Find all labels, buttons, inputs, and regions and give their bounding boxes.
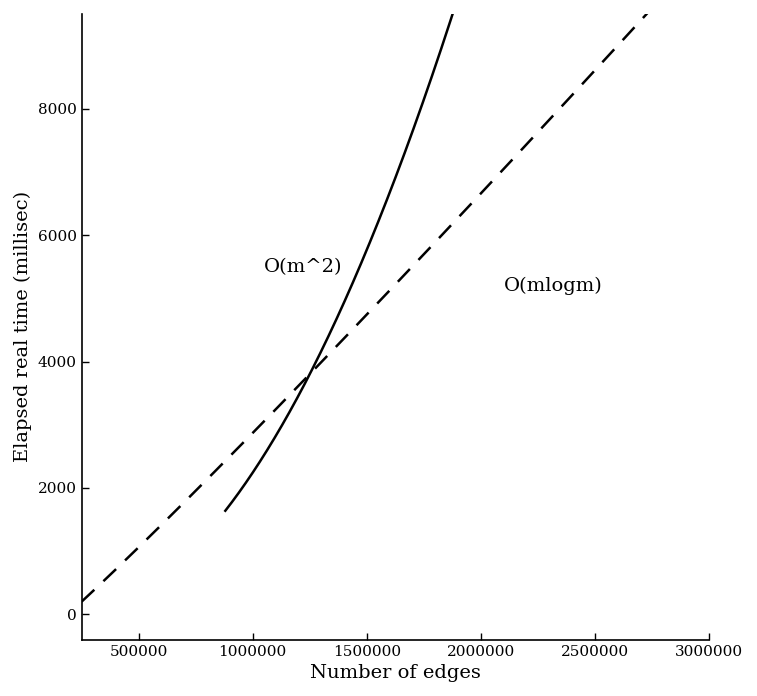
Text: O(mlogm): O(mlogm): [503, 276, 603, 295]
X-axis label: Number of edges: Number of edges: [310, 664, 481, 682]
Text: O(m^2): O(m^2): [264, 258, 343, 276]
Y-axis label: Elapsed real time (millisec): Elapsed real time (millisec): [14, 191, 32, 462]
